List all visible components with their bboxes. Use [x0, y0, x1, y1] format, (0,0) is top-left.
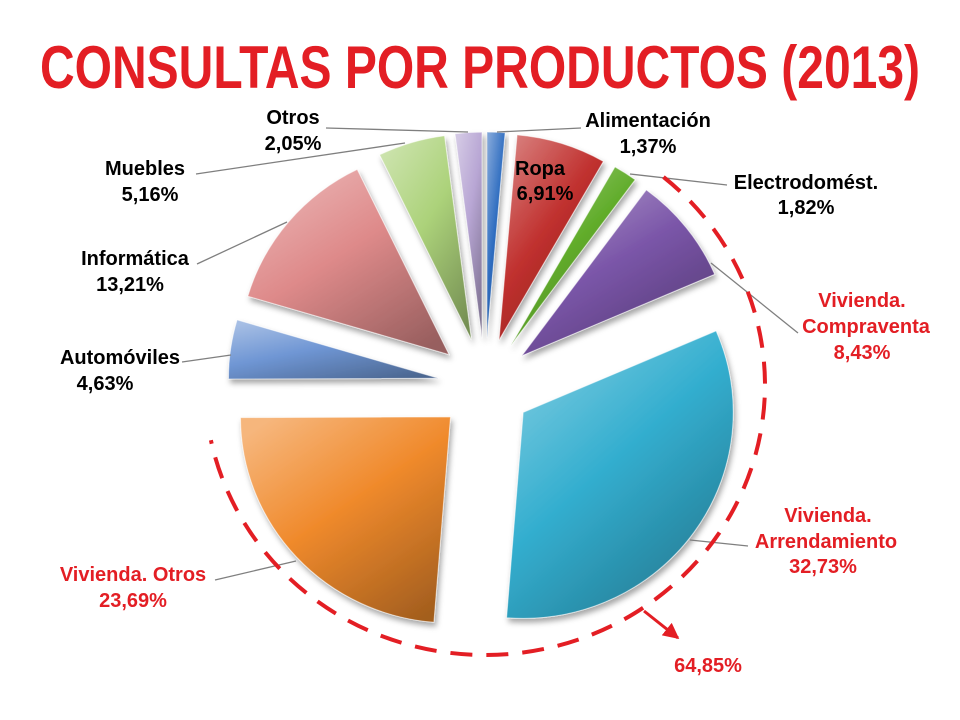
pie-slice-vivienda-compraventa [520, 189, 716, 357]
leader-line-vivienda-otros [214, 560, 297, 581]
pie-slice-ropa [498, 134, 605, 341]
chart-title-group: CONSULTAS POR PRODUCTOS (2013) [40, 34, 920, 101]
pie-slice-vivienda-otros [239, 416, 452, 623]
slice-value-vivienda-arrendamiento: 32,73% [789, 556, 857, 578]
slice-label-vivienda-compraventa-line-1: Vivienda. [818, 290, 905, 312]
leader-line-vivienda-arrendamiento [689, 539, 749, 547]
pie-slice-electrodomest [510, 166, 636, 346]
slice-value-electrodomest: 1,82% [778, 197, 835, 219]
slice-value-informatica: 13,21% [96, 274, 164, 296]
slice-value-alimentacion: 1,37% [620, 136, 677, 158]
pie-slices [227, 131, 734, 623]
annotation-arrow [643, 609, 680, 640]
pie-slice-informatica [247, 168, 451, 356]
leader-line-muebles [195, 142, 406, 175]
slice-label-vivienda-otros: Vivienda. Otros [60, 564, 206, 586]
leader-line-electrodomest [629, 173, 728, 186]
leader-line-alimentacion [496, 127, 582, 133]
leader-line-vivienda-compraventa [710, 262, 799, 334]
pie-slice-alimentacion [486, 131, 506, 339]
pie-slice-vivienda-arrendamiento [506, 330, 734, 619]
slice-value-automoviles: 4,63% [77, 373, 134, 395]
chart-title: CONSULTAS POR PRODUCTOS (2013) [40, 34, 920, 101]
slice-value-muebles: 5,16% [122, 184, 179, 206]
vivienda-group-dashed-arc [208, 175, 767, 657]
slice-label-vivienda-arrendamiento-line-1: Vivienda. [784, 505, 871, 527]
slice-label-alimentacion: Alimentación [585, 110, 711, 132]
slice-value-otros: 2,05% [265, 133, 322, 155]
slice-label-automoviles: Automóviles [60, 347, 180, 369]
annotation-total-label: 64,85% [674, 655, 742, 677]
leader-lines [181, 127, 799, 581]
slice-label-vivienda-arrendamiento-line-2: Arrendamiento [755, 531, 897, 553]
slice-label-informatica: Informática [81, 248, 190, 270]
slice-label-vivienda-compraventa-line-2: Compraventa [802, 316, 931, 338]
slice-label-otros: Otros [266, 107, 319, 129]
pie-slice-automoviles [227, 319, 439, 380]
pie-slice-muebles [378, 135, 472, 341]
slice-label-electrodomest: Electrodomést. [734, 172, 878, 194]
slice-label-muebles: Muebles [105, 158, 185, 180]
leader-line-informatica [196, 221, 288, 265]
leader-line-otros [325, 127, 469, 133]
slice-labels: Alimentación 1,37% Ropa 6,91% Electrodomést.… [60, 107, 931, 612]
leader-line-automoviles [181, 354, 232, 363]
slice-value-vivienda-compraventa: 8,43% [834, 342, 891, 364]
pie-slice-otros [454, 131, 483, 339]
slice-label-ropa: Ropa [515, 158, 566, 180]
slice-value-ropa: 6,91% [517, 183, 574, 205]
slice-value-vivienda-otros: 23,69% [99, 590, 167, 612]
vivienda-annotation: 64,85% [208, 175, 767, 677]
